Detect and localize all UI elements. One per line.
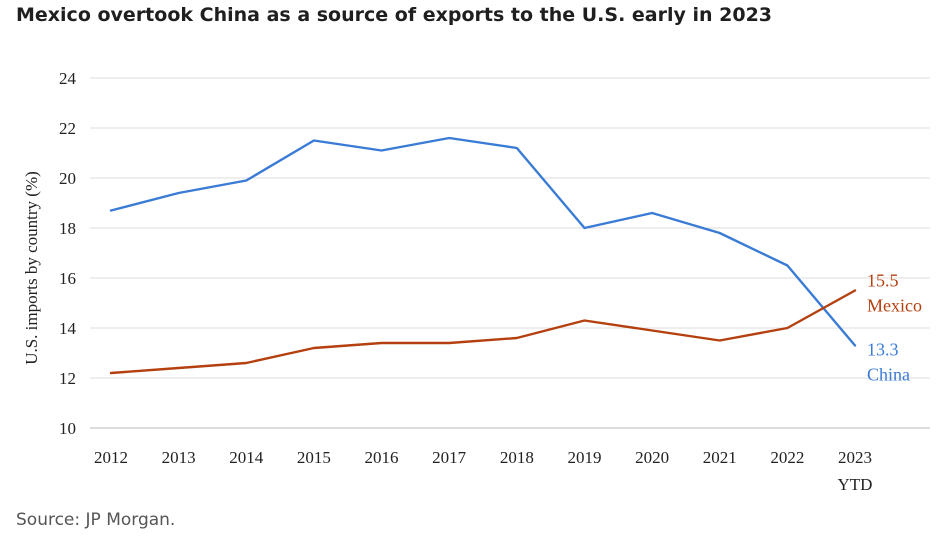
x-tick-label: 2020 [635,448,669,467]
series-line-mexico [109,289,857,375]
series-lines [109,136,857,375]
x-tick-label: 2023 [838,448,872,467]
end-labels: 13.3 China 15.5 Mexico [867,271,922,385]
x-tick-label: 2019 [567,448,601,467]
y-tick-label: 12 [59,369,76,388]
source-note: Source: JP Morgan. [16,510,176,530]
x-tick-labels: 2012 2013 2014 2015 2016 2017 2018 2019 2020 2021… [94,448,872,494]
x-tick-label: 2014 [229,448,264,467]
x-tick-label: 2013 [162,448,196,467]
y-tick-label: 14 [59,319,77,338]
x-tick-label: 2018 [500,448,534,467]
y-gridlines [90,77,930,429]
y-tick-label: 20 [59,169,76,188]
x-tick-sublabel: YTD [838,475,873,494]
x-tick-label: 2016 [365,448,399,467]
end-value-label-mexico: 15.5 [867,271,899,291]
end-name-label-mexico: Mexico [867,296,922,316]
y-axis-label: U.S. imports by country (%) [22,171,41,365]
end-name-label-china: China [867,365,910,385]
y-tick-label: 18 [59,219,76,238]
x-tick-label: 2012 [94,448,128,467]
x-tick-label: 2021 [703,448,737,467]
x-tick-label: 2017 [432,448,467,467]
y-tick-label: 10 [59,419,76,438]
y-tick-label: 22 [59,119,76,138]
end-value-label-china: 13.3 [867,340,899,360]
chart-title: Mexico overtook China as a source of exp… [16,4,773,26]
y-tick-label: 24 [59,69,77,88]
y-tick-label: 16 [59,269,76,288]
y-tick-labels: 10 12 14 16 18 20 22 24 [59,69,77,438]
x-tick-label: 2015 [297,448,331,467]
x-tick-label: 2022 [770,448,804,467]
series-line-china [109,136,857,347]
